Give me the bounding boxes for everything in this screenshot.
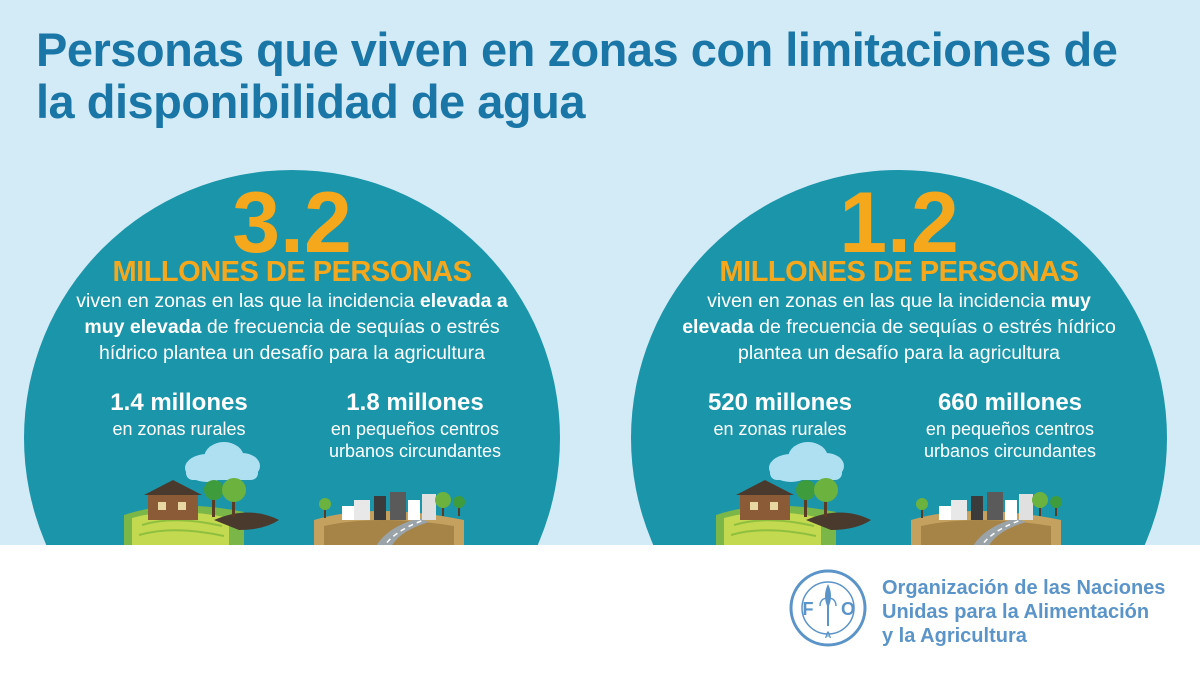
svg-text:F: F xyxy=(803,599,814,619)
org-line-2: Unidas para la Alimentación xyxy=(882,601,1150,623)
landscape-illustration xyxy=(124,442,465,545)
fao-logo-icon: F A O xyxy=(789,569,867,647)
landscape-illustration xyxy=(716,442,1062,545)
stat-label: en pequeños centros urbanos circundantes xyxy=(328,419,502,461)
infographic-top: Personas que viven en zonas con limitaci… xyxy=(0,0,1200,545)
page-title: Personas que viven en zonas con limitaci… xyxy=(36,23,1118,128)
stat-value: 1.8 millones xyxy=(346,389,484,416)
panel-2-stat-urban: 660 millones en pequeños centros urbanos… xyxy=(895,388,1125,462)
stat-label: en zonas rurales xyxy=(713,419,847,439)
stat-value: 1.4 millones xyxy=(110,389,248,416)
stat-label: en pequeños centros urbanos circundantes xyxy=(923,419,1097,461)
org-line-1: Organización de las Naciones xyxy=(882,577,1166,599)
panel-2-description: viven en zonas en las que la incidencia … xyxy=(682,290,1116,364)
panel-1-description: viven en zonas en las que la incidencia … xyxy=(76,290,508,364)
svg-text:O: O xyxy=(841,599,855,619)
panel-circle-1: 3.2 MILLONES DE PERSONAS viven en zonas … xyxy=(24,170,560,545)
footer xyxy=(0,545,1200,675)
svg-text:A: A xyxy=(825,630,832,640)
stat-value: 660 millones xyxy=(937,389,1083,416)
stat-label: en zonas rurales xyxy=(112,419,246,439)
panel-2-unit: MILLONES DE PERSONAS xyxy=(719,256,1080,288)
stat-value: 520 millones xyxy=(707,389,853,416)
panel-circle-2: 1.2 MILLONES DE PERSONAS viven en zonas … xyxy=(631,170,1167,545)
org-line-3: y la Agricultura xyxy=(882,625,1027,647)
panel-1-stat-rural: 1.4 millones en zonas rurales xyxy=(64,388,294,440)
panel-2-number: 1.2 xyxy=(839,175,959,271)
organization-name: Organización de las Naciones Unidas para… xyxy=(882,576,1192,648)
panel-2-stat-rural: 520 millones en zonas rurales xyxy=(665,388,895,440)
panel-1-stat-urban: 1.8 millones en pequeños centros urbanos… xyxy=(300,388,530,462)
panel-1-number: 3.2 xyxy=(232,175,352,271)
panel-1-unit: MILLONES DE PERSONAS xyxy=(112,256,473,288)
